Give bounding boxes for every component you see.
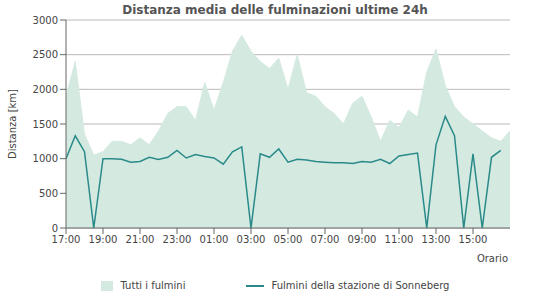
svg-text:21:00: 21:00 (126, 234, 155, 245)
svg-text:23:00: 23:00 (163, 234, 192, 245)
svg-text:05:00: 05:00 (274, 234, 303, 245)
svg-text:1000: 1000 (33, 153, 58, 164)
svg-text:01:00: 01:00 (200, 234, 229, 245)
html-text:Fulmini della stazione di Sonn: Fulmini della stazione di Sonneberg (271, 280, 450, 291)
svg-text:11:00: 11:00 (385, 234, 414, 245)
svg-text:1500: 1500 (33, 119, 58, 130)
html-text:Distanza media delle fulminazi: Distanza media delle fulminazioni ultime… (122, 3, 428, 17)
svg-text:09:00: 09:00 (348, 234, 377, 245)
svg-text:500: 500 (39, 188, 58, 199)
svg-text:13:00: 13:00 (422, 234, 451, 245)
svg-text:2000: 2000 (33, 84, 58, 95)
svg-text:0: 0 (52, 223, 58, 234)
svg-text:17:00: 17:00 (52, 234, 81, 245)
svg-text:Orario: Orario (477, 253, 508, 264)
html-text:Tutti i fulmini: Tutti i fulmini (120, 280, 186, 291)
svg-text:19:00: 19:00 (89, 234, 118, 245)
svg-text:2500: 2500 (33, 49, 58, 60)
svg-text:07:00: 07:00 (311, 234, 340, 245)
svg-text:15:00: 15:00 (459, 234, 488, 245)
svg-text:03:00: 03:00 (237, 234, 266, 245)
svg-text:Distanza [km]: Distanza [km] (8, 89, 18, 159)
svg-text:3000: 3000 (33, 15, 58, 26)
